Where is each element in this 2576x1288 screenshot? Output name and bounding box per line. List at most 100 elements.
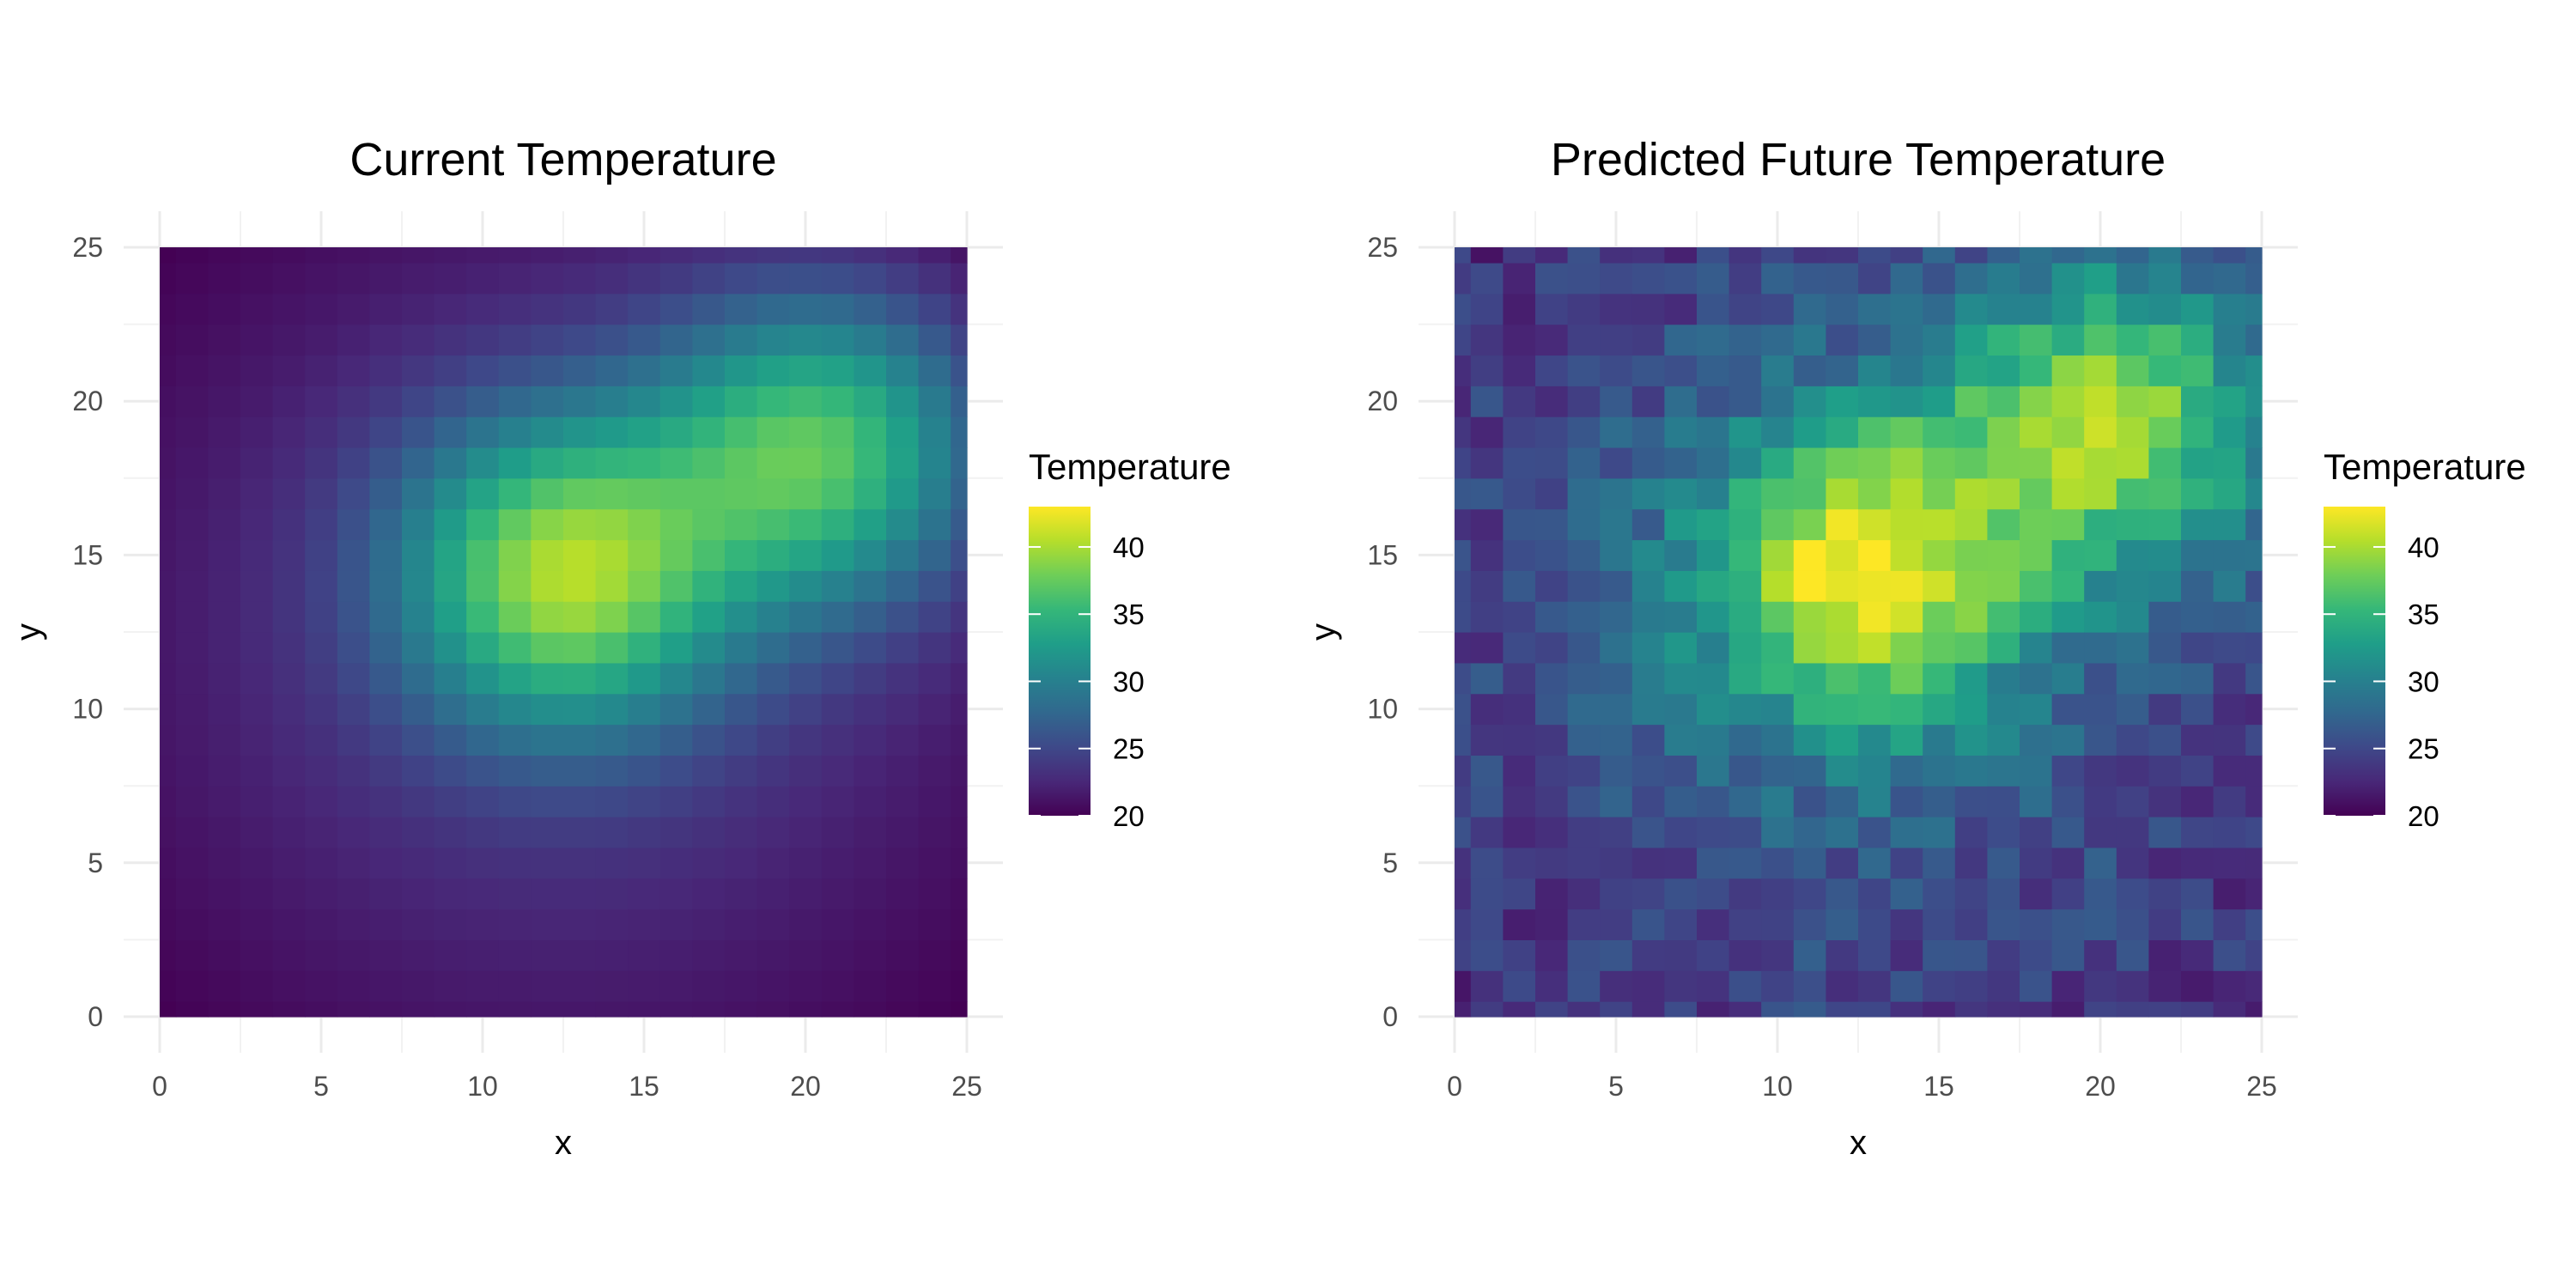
heatmap-cell — [725, 817, 758, 848]
heatmap-cell — [756, 477, 790, 510]
heatmap-cell — [692, 386, 726, 417]
heatmap-cell — [789, 847, 823, 879]
heatmap-cell — [628, 570, 661, 602]
heatmap-cell — [402, 508, 435, 541]
heatmap-cell — [1793, 293, 1826, 325]
heatmap-cell — [1826, 508, 1859, 541]
heatmap-cell — [369, 939, 403, 971]
heatmap-cell — [854, 662, 887, 695]
heatmap-cell — [1761, 570, 1795, 602]
heatmap-cell — [466, 786, 500, 817]
heatmap-cell — [692, 247, 726, 264]
heatmap-cell — [240, 970, 274, 1002]
heatmap-cell — [1923, 662, 1956, 695]
heatmap-cell — [2084, 755, 2117, 787]
heatmap-cell — [854, 908, 887, 940]
heatmap-cell — [756, 908, 790, 940]
heatmap-cell — [531, 662, 564, 695]
heatmap-cell — [951, 601, 968, 633]
heatmap-cell — [160, 386, 177, 417]
heatmap-cell — [725, 662, 758, 695]
heatmap-cell — [2148, 508, 2182, 541]
heatmap-cell — [1761, 755, 1795, 787]
x-tick-label: 20 — [790, 1071, 821, 1102]
heatmap-cell — [2084, 601, 2117, 633]
heatmap-cell — [821, 570, 854, 602]
heatmap-cell — [305, 262, 338, 295]
heatmap-cell — [498, 939, 532, 971]
legend-label: 25 — [1113, 733, 1145, 765]
legend-label: 25 — [2408, 733, 2439, 765]
heatmap-cell — [160, 724, 177, 756]
heatmap-cell — [240, 570, 274, 602]
heatmap-cell — [2020, 970, 2053, 1002]
heatmap-cell — [886, 632, 920, 664]
heatmap-cell — [2116, 970, 2149, 1002]
heatmap-cell — [628, 355, 661, 386]
heatmap-cell — [272, 416, 306, 448]
heatmap-cell — [854, 693, 887, 726]
heatmap-cell — [1987, 570, 2020, 602]
heatmap-cell — [2213, 632, 2246, 664]
heatmap-cell — [1923, 386, 1956, 417]
heatmap-cell — [951, 355, 968, 386]
heatmap-cell — [2245, 693, 2263, 726]
heatmap-cell — [854, 508, 887, 541]
heatmap-cell — [563, 262, 597, 295]
heatmap-cell — [756, 601, 790, 633]
y-tick-label: 25 — [72, 232, 103, 263]
heatmap-cell — [1923, 970, 1956, 1002]
heatmap-cell — [821, 247, 854, 264]
heatmap-cell — [595, 939, 629, 971]
heatmap-cell — [175, 693, 209, 726]
heatmap-cell — [1600, 908, 1633, 940]
heatmap-cell — [240, 293, 274, 325]
heatmap-cell — [628, 939, 661, 971]
heatmap-cell — [1826, 632, 1859, 664]
heatmap-cell — [1535, 662, 1569, 695]
heatmap-cell — [240, 508, 274, 541]
heatmap-cell — [1858, 632, 1892, 664]
heatmap-cell — [305, 632, 338, 664]
heatmap-cell — [2051, 386, 2085, 417]
heatmap-cell — [756, 508, 790, 541]
heatmap-cell — [2213, 662, 2246, 695]
heatmap-cell — [1858, 324, 1892, 356]
heatmap-cell — [951, 386, 968, 417]
heatmap-cell — [821, 632, 854, 664]
heatmap-cell — [434, 293, 467, 325]
heatmap-cell — [1631, 386, 1665, 417]
heatmap-cell — [1890, 477, 1923, 510]
heatmap-cell — [1503, 447, 1536, 479]
heatmap-cell — [2181, 939, 2215, 971]
heatmap-cell — [175, 293, 209, 325]
heatmap-cell — [2084, 847, 2117, 879]
heatmap-cell — [756, 416, 790, 448]
heatmap-cell — [725, 539, 758, 571]
heatmap-cell — [595, 447, 629, 479]
legend-colorbar — [1029, 507, 1091, 816]
heatmap-cell — [1728, 724, 1762, 756]
heatmap-cell — [789, 1001, 823, 1018]
x-tick-label: 15 — [629, 1071, 659, 1102]
heatmap-cell — [1826, 262, 1859, 295]
heatmap-cell — [1470, 386, 1504, 417]
heatmap-cell — [1567, 632, 1601, 664]
heatmap-cell — [305, 539, 338, 571]
heatmap-cell — [2148, 908, 2182, 940]
heatmap-cell — [1631, 970, 1665, 1002]
y-tick-label: 25 — [1367, 232, 1398, 263]
heatmap-cell — [563, 508, 597, 541]
heatmap-cell — [1631, 1001, 1665, 1018]
heatmap-cell — [337, 247, 370, 264]
y-tick-label: 15 — [72, 539, 103, 570]
heatmap-cell — [1728, 355, 1762, 386]
heatmap-cell — [1954, 970, 1988, 1002]
heatmap-cell — [1761, 447, 1795, 479]
heatmap-cell — [1455, 755, 1472, 787]
heatmap-cell — [402, 447, 435, 479]
heatmap-cell — [2116, 508, 2149, 541]
panel-title: Current Temperature — [349, 134, 776, 185]
heatmap-cell — [1987, 386, 2020, 417]
heatmap-cell — [854, 847, 887, 879]
